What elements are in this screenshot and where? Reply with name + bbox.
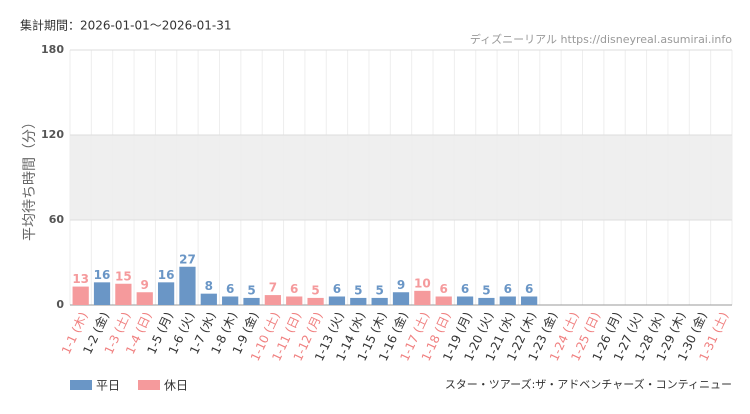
legend-swatch [70, 380, 92, 390]
data-label: 10 [414, 276, 431, 290]
bar [392, 292, 410, 305]
bar [521, 296, 538, 305]
data-label: 9 [141, 278, 149, 292]
bar [371, 297, 388, 305]
data-label: 5 [482, 283, 490, 297]
data-label: 27 [179, 252, 196, 266]
bar [350, 297, 367, 305]
bar [435, 296, 452, 305]
bar [328, 296, 346, 305]
bar [456, 296, 474, 305]
bar [414, 290, 431, 305]
data-label: 16 [158, 268, 175, 282]
bar [307, 297, 324, 305]
bar [115, 283, 132, 305]
period: 集計期間：2026-01-01〜2026-01-31 [20, 18, 231, 33]
shaded-band [70, 135, 732, 220]
legend-label: 平日 [96, 379, 120, 393]
bar [157, 282, 175, 305]
data-label: 5 [247, 283, 255, 297]
data-label: 6 [525, 282, 533, 296]
bar [93, 282, 111, 305]
data-label: 5 [311, 283, 319, 297]
bar [72, 286, 89, 305]
y-tick-label: 0 [56, 298, 64, 311]
legend-swatch [138, 380, 160, 390]
source: ディズニーリアル https://disneyreal.asumirai.inf… [470, 32, 732, 46]
bar [286, 296, 303, 305]
bar [264, 295, 281, 305]
y-tick-label: 180 [41, 43, 64, 56]
data-label: 6 [226, 282, 234, 296]
data-label: 6 [290, 282, 298, 296]
data-label: 7 [269, 281, 277, 295]
data-label: 6 [440, 282, 448, 296]
data-label: 16 [94, 268, 111, 282]
bar [243, 297, 260, 305]
data-label: 8 [205, 279, 213, 293]
bar [222, 296, 239, 305]
y-label: 平均待ち時間（分） [22, 115, 38, 241]
data-label: 5 [375, 283, 383, 297]
bar [499, 296, 516, 305]
y-tick-label: 120 [41, 128, 64, 141]
bar [136, 292, 153, 305]
data-label: 9 [397, 278, 405, 292]
bar [179, 266, 196, 305]
data-label: 6 [461, 282, 469, 296]
legend-label: 休日 [164, 379, 188, 393]
data-label: 5 [354, 283, 362, 297]
bar [200, 293, 217, 305]
data-label: 13 [72, 272, 89, 286]
data-label: 6 [333, 282, 341, 296]
data-label: 15 [115, 269, 132, 283]
bar [478, 297, 495, 305]
data-label: 6 [504, 282, 512, 296]
y-tick-label: 60 [49, 213, 65, 226]
attraction: スター・ツアーズ:ザ・アドベンチャーズ・コンティニュー [445, 377, 732, 391]
